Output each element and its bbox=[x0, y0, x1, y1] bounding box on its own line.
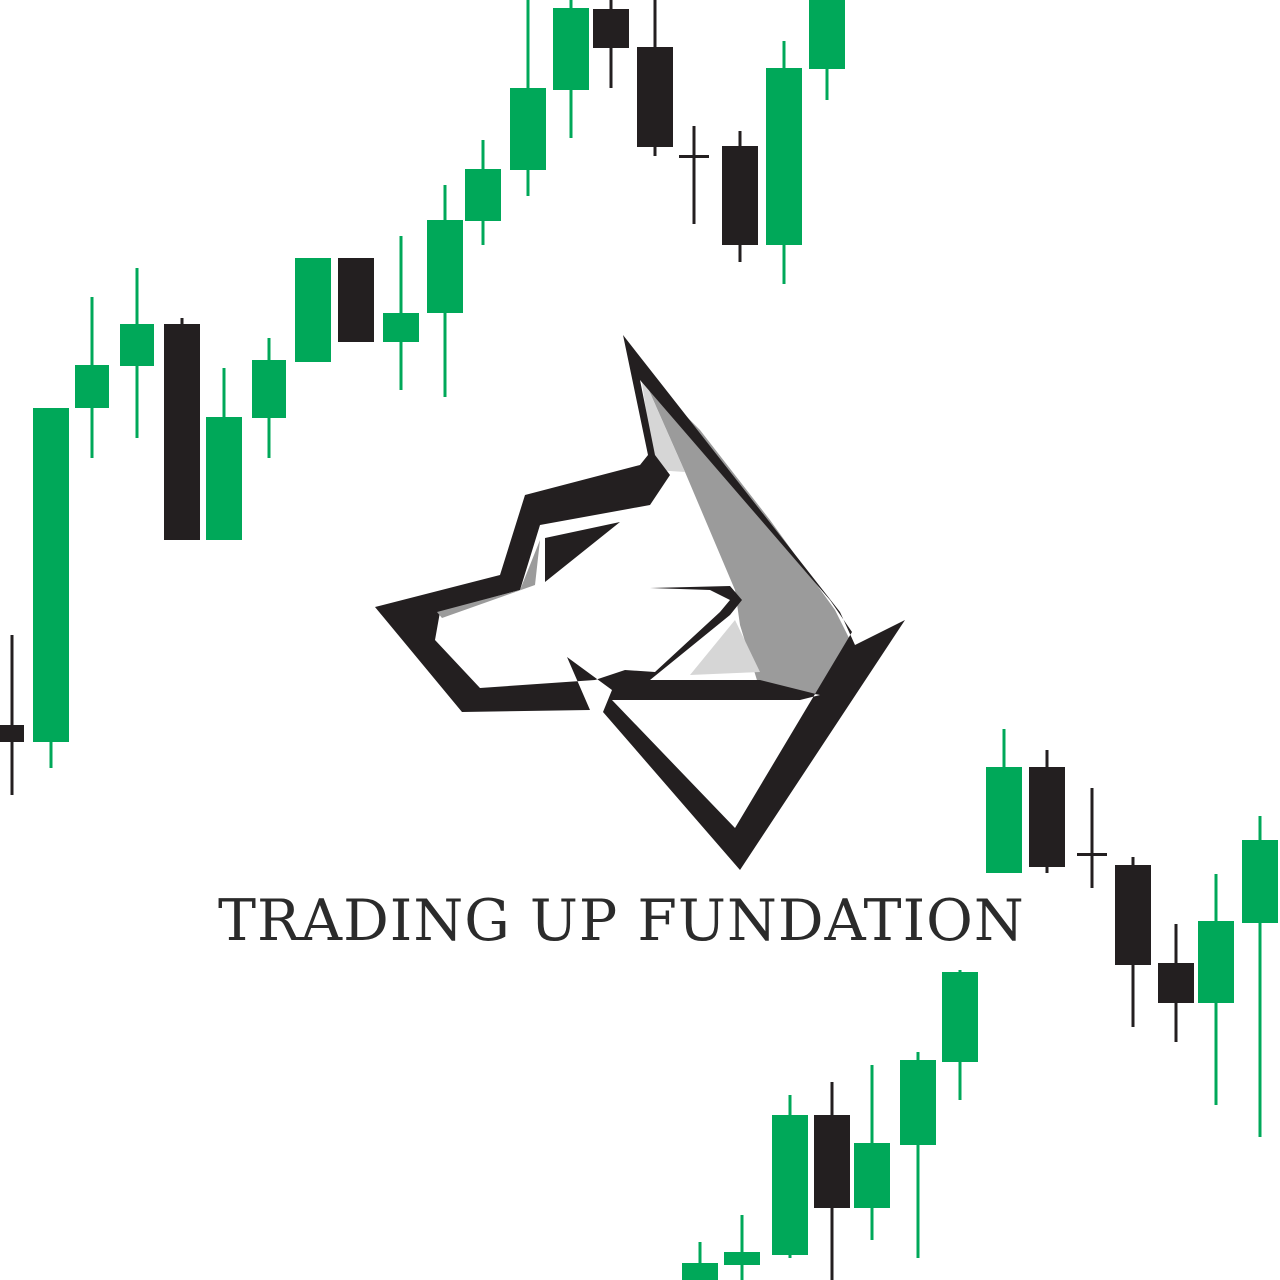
candlestick-8 bbox=[295, 258, 331, 362]
brand-title: TRADING UP FUNDATION bbox=[218, 888, 1025, 954]
candle-body bbox=[510, 88, 546, 170]
candle-wick bbox=[916, 1052, 920, 1258]
candle-body bbox=[724, 1252, 760, 1265]
candle-body bbox=[1242, 840, 1278, 923]
candle-wick bbox=[692, 126, 696, 224]
candle-wick bbox=[698, 1242, 702, 1280]
candle-body bbox=[814, 1115, 850, 1208]
candlestick-22 bbox=[1029, 750, 1065, 873]
candlestick-16 bbox=[637, 0, 673, 156]
wolf-eye bbox=[545, 522, 620, 582]
candle-body bbox=[0, 725, 24, 742]
candlestick-7 bbox=[252, 338, 286, 458]
candlestick-34 bbox=[682, 1242, 718, 1280]
candle-body bbox=[1198, 921, 1234, 1003]
candle-body bbox=[1158, 963, 1194, 1003]
candle-body bbox=[593, 9, 629, 48]
candlestick-29 bbox=[900, 1052, 936, 1258]
candle-body bbox=[854, 1143, 890, 1208]
candle-body bbox=[206, 417, 242, 540]
candlestick-20 bbox=[809, 0, 845, 100]
candle-body bbox=[809, 0, 845, 69]
candlestick-13 bbox=[510, 0, 546, 196]
candlestick-27 bbox=[1242, 816, 1278, 1137]
candle-body bbox=[679, 155, 709, 158]
candlestick-30 bbox=[854, 1065, 890, 1240]
candle-body bbox=[252, 360, 286, 418]
candle-body bbox=[338, 258, 374, 342]
candle-body bbox=[772, 1115, 808, 1255]
candle-body bbox=[682, 1263, 718, 1280]
candlestick-21 bbox=[986, 729, 1022, 873]
candlestick-9 bbox=[338, 258, 374, 342]
candlestick-28 bbox=[942, 970, 978, 1100]
candle-wick bbox=[1258, 816, 1262, 1137]
candle-body bbox=[1029, 767, 1065, 867]
candlestick-31 bbox=[814, 1082, 850, 1280]
candle-body bbox=[295, 258, 331, 362]
candle-body bbox=[75, 365, 109, 408]
wolf-ear-highlight bbox=[640, 370, 685, 472]
candlestick-23 bbox=[1077, 788, 1107, 888]
candle-wick bbox=[1090, 788, 1094, 888]
wolf-snout-shade bbox=[437, 540, 540, 618]
candle-wick bbox=[740, 1215, 744, 1280]
wolf-neck-highlight bbox=[690, 620, 760, 675]
candle-body bbox=[1077, 853, 1107, 856]
candlestick-2 bbox=[33, 408, 69, 768]
candlestick-3 bbox=[75, 297, 109, 458]
candlestick-12 bbox=[465, 140, 501, 245]
candle-body bbox=[637, 47, 673, 147]
candle-body bbox=[1115, 865, 1151, 965]
candlestick-33 bbox=[724, 1215, 760, 1280]
candlestick-25 bbox=[1158, 924, 1194, 1042]
candle-body bbox=[986, 767, 1022, 873]
candlestick-26 bbox=[1198, 874, 1234, 1105]
candlestick-18 bbox=[722, 131, 758, 262]
candle-body bbox=[465, 169, 501, 221]
candlestick-4 bbox=[120, 268, 154, 438]
candle-wick bbox=[10, 635, 14, 795]
candlestick-19 bbox=[766, 41, 802, 284]
candle-body bbox=[427, 220, 463, 313]
candle-body bbox=[33, 408, 69, 742]
candle-body bbox=[766, 68, 802, 245]
candle-body bbox=[722, 146, 758, 245]
candlestick-11 bbox=[427, 185, 463, 397]
wolf-ear-shade bbox=[640, 370, 855, 695]
candle-body bbox=[553, 8, 589, 90]
candlestick-32 bbox=[772, 1095, 808, 1258]
candlestick-17 bbox=[679, 126, 709, 224]
candle-body bbox=[900, 1060, 936, 1145]
candle-body bbox=[942, 972, 978, 1062]
candle-body bbox=[383, 313, 419, 342]
candlestick-14 bbox=[553, 0, 589, 138]
candlestick-15 bbox=[593, 0, 629, 88]
candlestick-24 bbox=[1115, 857, 1151, 1027]
candlestick-6 bbox=[206, 368, 242, 540]
candlestick-1 bbox=[0, 635, 24, 795]
candlestick-10 bbox=[383, 236, 419, 390]
candle-body bbox=[164, 324, 200, 540]
candlestick-5 bbox=[164, 318, 200, 540]
candle-body bbox=[120, 324, 154, 366]
